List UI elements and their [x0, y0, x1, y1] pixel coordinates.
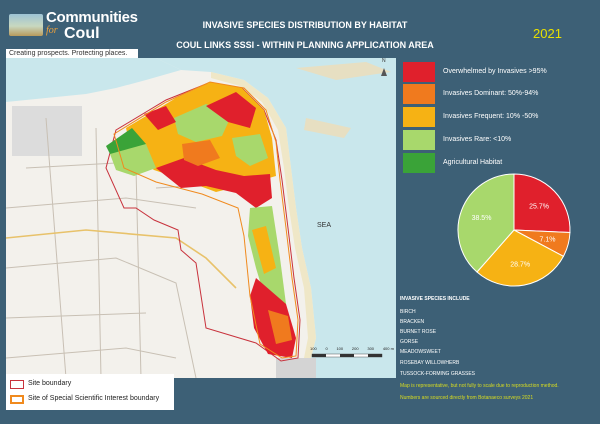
species-item: GORSE [400, 339, 419, 345]
map-canvas [6, 58, 396, 378]
species-item: ROSEBAY WILLOWHERB [400, 360, 460, 366]
site-boundary-label: Site boundary [28, 380, 72, 387]
species-item: TUSSOCK-FORMING GRASSES [400, 371, 476, 377]
legend-swatch-frequent [403, 107, 435, 127]
legend-label-overwhelmed: Overwhelmed by Invasives >95% [443, 68, 547, 75]
legend-label-frequent: Invasives Frequent: 10% -50% [443, 113, 539, 120]
scale-tick: 100 [310, 346, 317, 351]
pie-slice-frequent [476, 229, 565, 287]
legend-label-rare: Invasives Rare: <10% [443, 136, 512, 143]
species-item: MEADOWSWEET [400, 349, 441, 355]
pie-label-rare: 38.5% [472, 215, 492, 222]
species-item: BURNET ROSE [400, 329, 437, 335]
scale-tick: 400 m [382, 346, 394, 351]
pie-label-overwhelmed: 25.7% [529, 203, 549, 210]
pie-label-frequent: 28.7% [510, 262, 530, 269]
legend-swatch-rare [403, 130, 435, 150]
logo-title: Communities [46, 9, 138, 26]
scale-tick: 200 [351, 346, 359, 351]
year-label: 2021 [533, 26, 562, 41]
sssi-boundary-swatch [10, 395, 24, 404]
pie-slice-overwhelmed [513, 173, 571, 233]
note-source: Numbers are sourced directly from Botana… [400, 395, 534, 401]
scale-tick: 300 [367, 346, 375, 351]
sssi-boundary-label: Site of Special Scientific Interest boun… [28, 395, 160, 402]
habitat-pie-chart: 25.7% 7.1% 28.7% 38.5% [457, 173, 571, 287]
scale-tick: 0 [325, 346, 328, 351]
legend-label-dominant: Invasives Dominant: 50%-94% [443, 90, 539, 97]
north-label: N [382, 58, 386, 64]
logo-landscape-image [9, 14, 43, 36]
legend-swatch-dominant [403, 84, 435, 104]
logo-for: for [46, 25, 58, 36]
species-item: BRACKEN [400, 319, 425, 325]
boundary-legend: Site boundary Site of Special Scientific… [6, 374, 174, 410]
sea-label: SEA [317, 222, 332, 229]
logo: Communities for Coul Creating prospects.… [6, 4, 138, 62]
pie-label-dominant: 7.1% [540, 237, 556, 244]
logo-coul: Coul [64, 25, 100, 42]
scale-ticks: 100 0 100 200 300 400 m [310, 346, 394, 351]
page-subtitle: COUL LINKS SSSI - WITHIN PLANNING APPLIC… [176, 40, 434, 50]
species-item: BIRCH [400, 309, 416, 315]
species-heading: INVASIVE SPECIES INCLUDE [400, 296, 470, 302]
site-boundary-swatch [10, 380, 24, 389]
legend-label-agricultural: Agricultural Habitat [443, 159, 503, 166]
logo-tagline: Creating prospects. Protecting places. [9, 50, 128, 57]
legend-swatch-overwhelmed [403, 62, 435, 82]
legend-swatch-agricultural [403, 153, 435, 173]
note-scale: Map is representative, but not fully to … [400, 383, 559, 389]
pie-slice-rare [457, 173, 515, 273]
map[interactable]: SEA N 100 0 100 200 300 400 m [6, 58, 396, 378]
scale-tick: 100 [336, 346, 344, 351]
page-title: INVASIVE SPECIES DISTRIBUTION BY HABITAT [202, 20, 408, 30]
